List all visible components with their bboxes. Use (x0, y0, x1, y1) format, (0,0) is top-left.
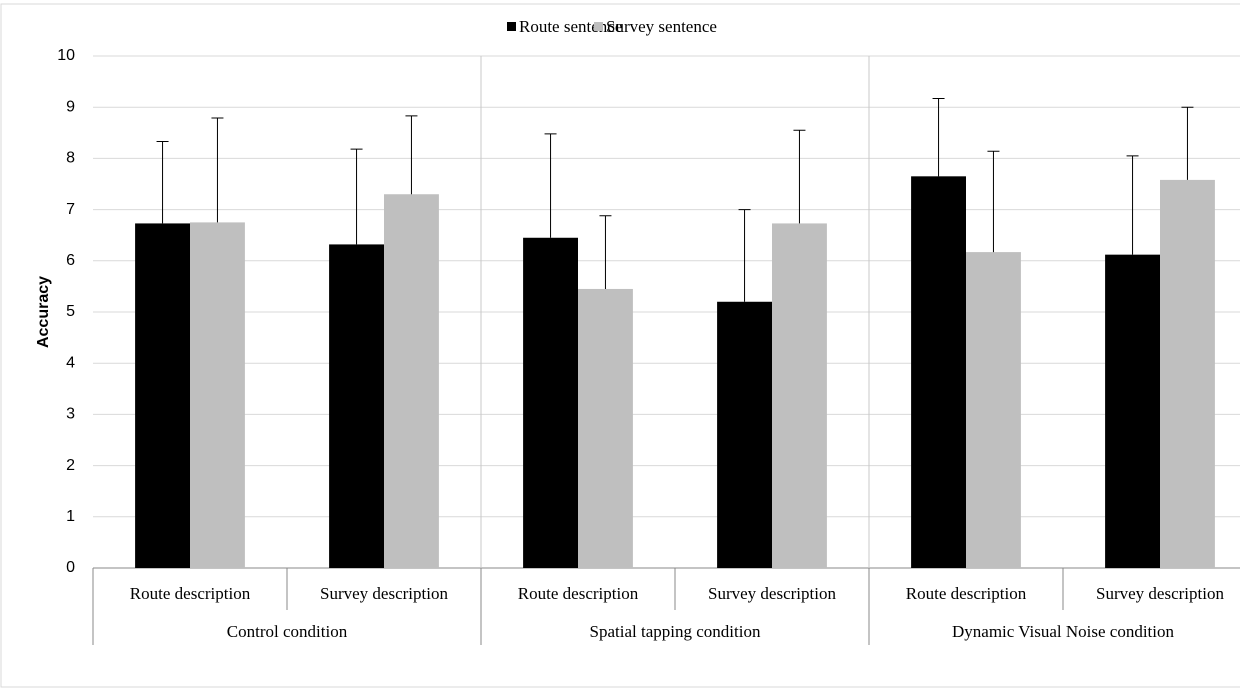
error-bar (932, 97, 945, 177)
y-tick-label: 4 (66, 354, 75, 371)
x-tick-label: Route description (518, 584, 639, 603)
error-bar (1126, 155, 1139, 255)
bar (135, 223, 190, 568)
group-label: Spatial tapping condition (590, 622, 761, 641)
error-bar (156, 141, 169, 224)
error-bar (793, 129, 806, 224)
y-tick-label: 10 (57, 47, 75, 64)
y-tick-label: 6 (66, 252, 75, 269)
bar (578, 288, 633, 568)
bar (717, 301, 772, 568)
y-tick-label: 2 (66, 457, 75, 474)
legend-label: Survey sentence (606, 17, 717, 36)
error-bar (738, 209, 751, 302)
bar (966, 252, 1021, 568)
x-tick-label: Survey description (1096, 584, 1224, 603)
y-tick-label: 7 (66, 201, 75, 218)
bar (1160, 179, 1215, 569)
error-bar (211, 117, 224, 223)
x-tick-label: Survey description (708, 584, 836, 603)
y-tick-label: 1 (66, 508, 75, 525)
y-axis-title: Accuracy (35, 276, 52, 348)
bar (329, 244, 384, 568)
x-tick-label: Route description (130, 584, 251, 603)
x-tick-label: Survey description (320, 584, 448, 603)
y-tick-label: 3 (66, 406, 75, 423)
error-bar (350, 148, 363, 245)
x-tick-label: Route description (906, 584, 1027, 603)
group-label: Control condition (227, 622, 348, 641)
bar (772, 223, 827, 568)
y-tick-label: 5 (66, 303, 75, 320)
y-tick-label: 0 (66, 559, 75, 576)
error-bar (1181, 106, 1194, 180)
y-tick-label: 8 (66, 150, 75, 167)
group-label: Dynamic Visual Noise condition (952, 622, 1174, 641)
legend-label: Route sentence (519, 17, 622, 36)
legend-swatch (507, 22, 516, 31)
error-bar (987, 150, 1000, 253)
error-bar (544, 133, 557, 238)
bar (911, 176, 966, 568)
bar (384, 194, 439, 569)
error-bar (599, 215, 612, 289)
bar (190, 222, 245, 568)
bar (1105, 254, 1160, 568)
y-tick-label: 9 (66, 98, 75, 115)
error-bar (405, 115, 418, 195)
legend-swatch (594, 22, 603, 31)
bar (523, 237, 578, 568)
